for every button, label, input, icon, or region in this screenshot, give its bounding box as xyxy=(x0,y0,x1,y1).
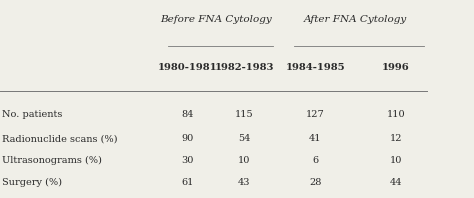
Text: 28: 28 xyxy=(309,178,321,187)
Text: 1984-1985: 1984-1985 xyxy=(285,63,345,72)
Text: 61: 61 xyxy=(181,178,193,187)
Text: Before FNA Cytology: Before FNA Cytology xyxy=(160,15,272,24)
Text: Ultrasonograms (%): Ultrasonograms (%) xyxy=(2,156,102,165)
Text: No. patients: No. patients xyxy=(2,110,63,119)
Text: 43: 43 xyxy=(238,178,250,187)
Text: Surgery (%): Surgery (%) xyxy=(2,178,63,187)
Text: 1982-1983: 1982-1983 xyxy=(214,63,274,72)
Text: 110: 110 xyxy=(386,110,405,119)
Text: 6: 6 xyxy=(312,156,318,165)
Text: 12: 12 xyxy=(390,134,402,143)
Text: 30: 30 xyxy=(181,156,193,165)
Text: 127: 127 xyxy=(306,110,325,119)
Text: 90: 90 xyxy=(181,134,193,143)
Text: 10: 10 xyxy=(390,156,402,165)
Text: Radionuclide scans (%): Radionuclide scans (%) xyxy=(2,134,118,143)
Text: 10: 10 xyxy=(238,156,250,165)
Text: 54: 54 xyxy=(238,134,250,143)
Text: 1996: 1996 xyxy=(382,63,410,72)
Text: 115: 115 xyxy=(235,110,254,119)
Text: 44: 44 xyxy=(390,178,402,187)
Text: 41: 41 xyxy=(309,134,321,143)
Text: 84: 84 xyxy=(181,110,193,119)
Text: 1980-1981: 1980-1981 xyxy=(157,63,217,72)
Text: After FNA Cytology: After FNA Cytology xyxy=(304,15,407,24)
